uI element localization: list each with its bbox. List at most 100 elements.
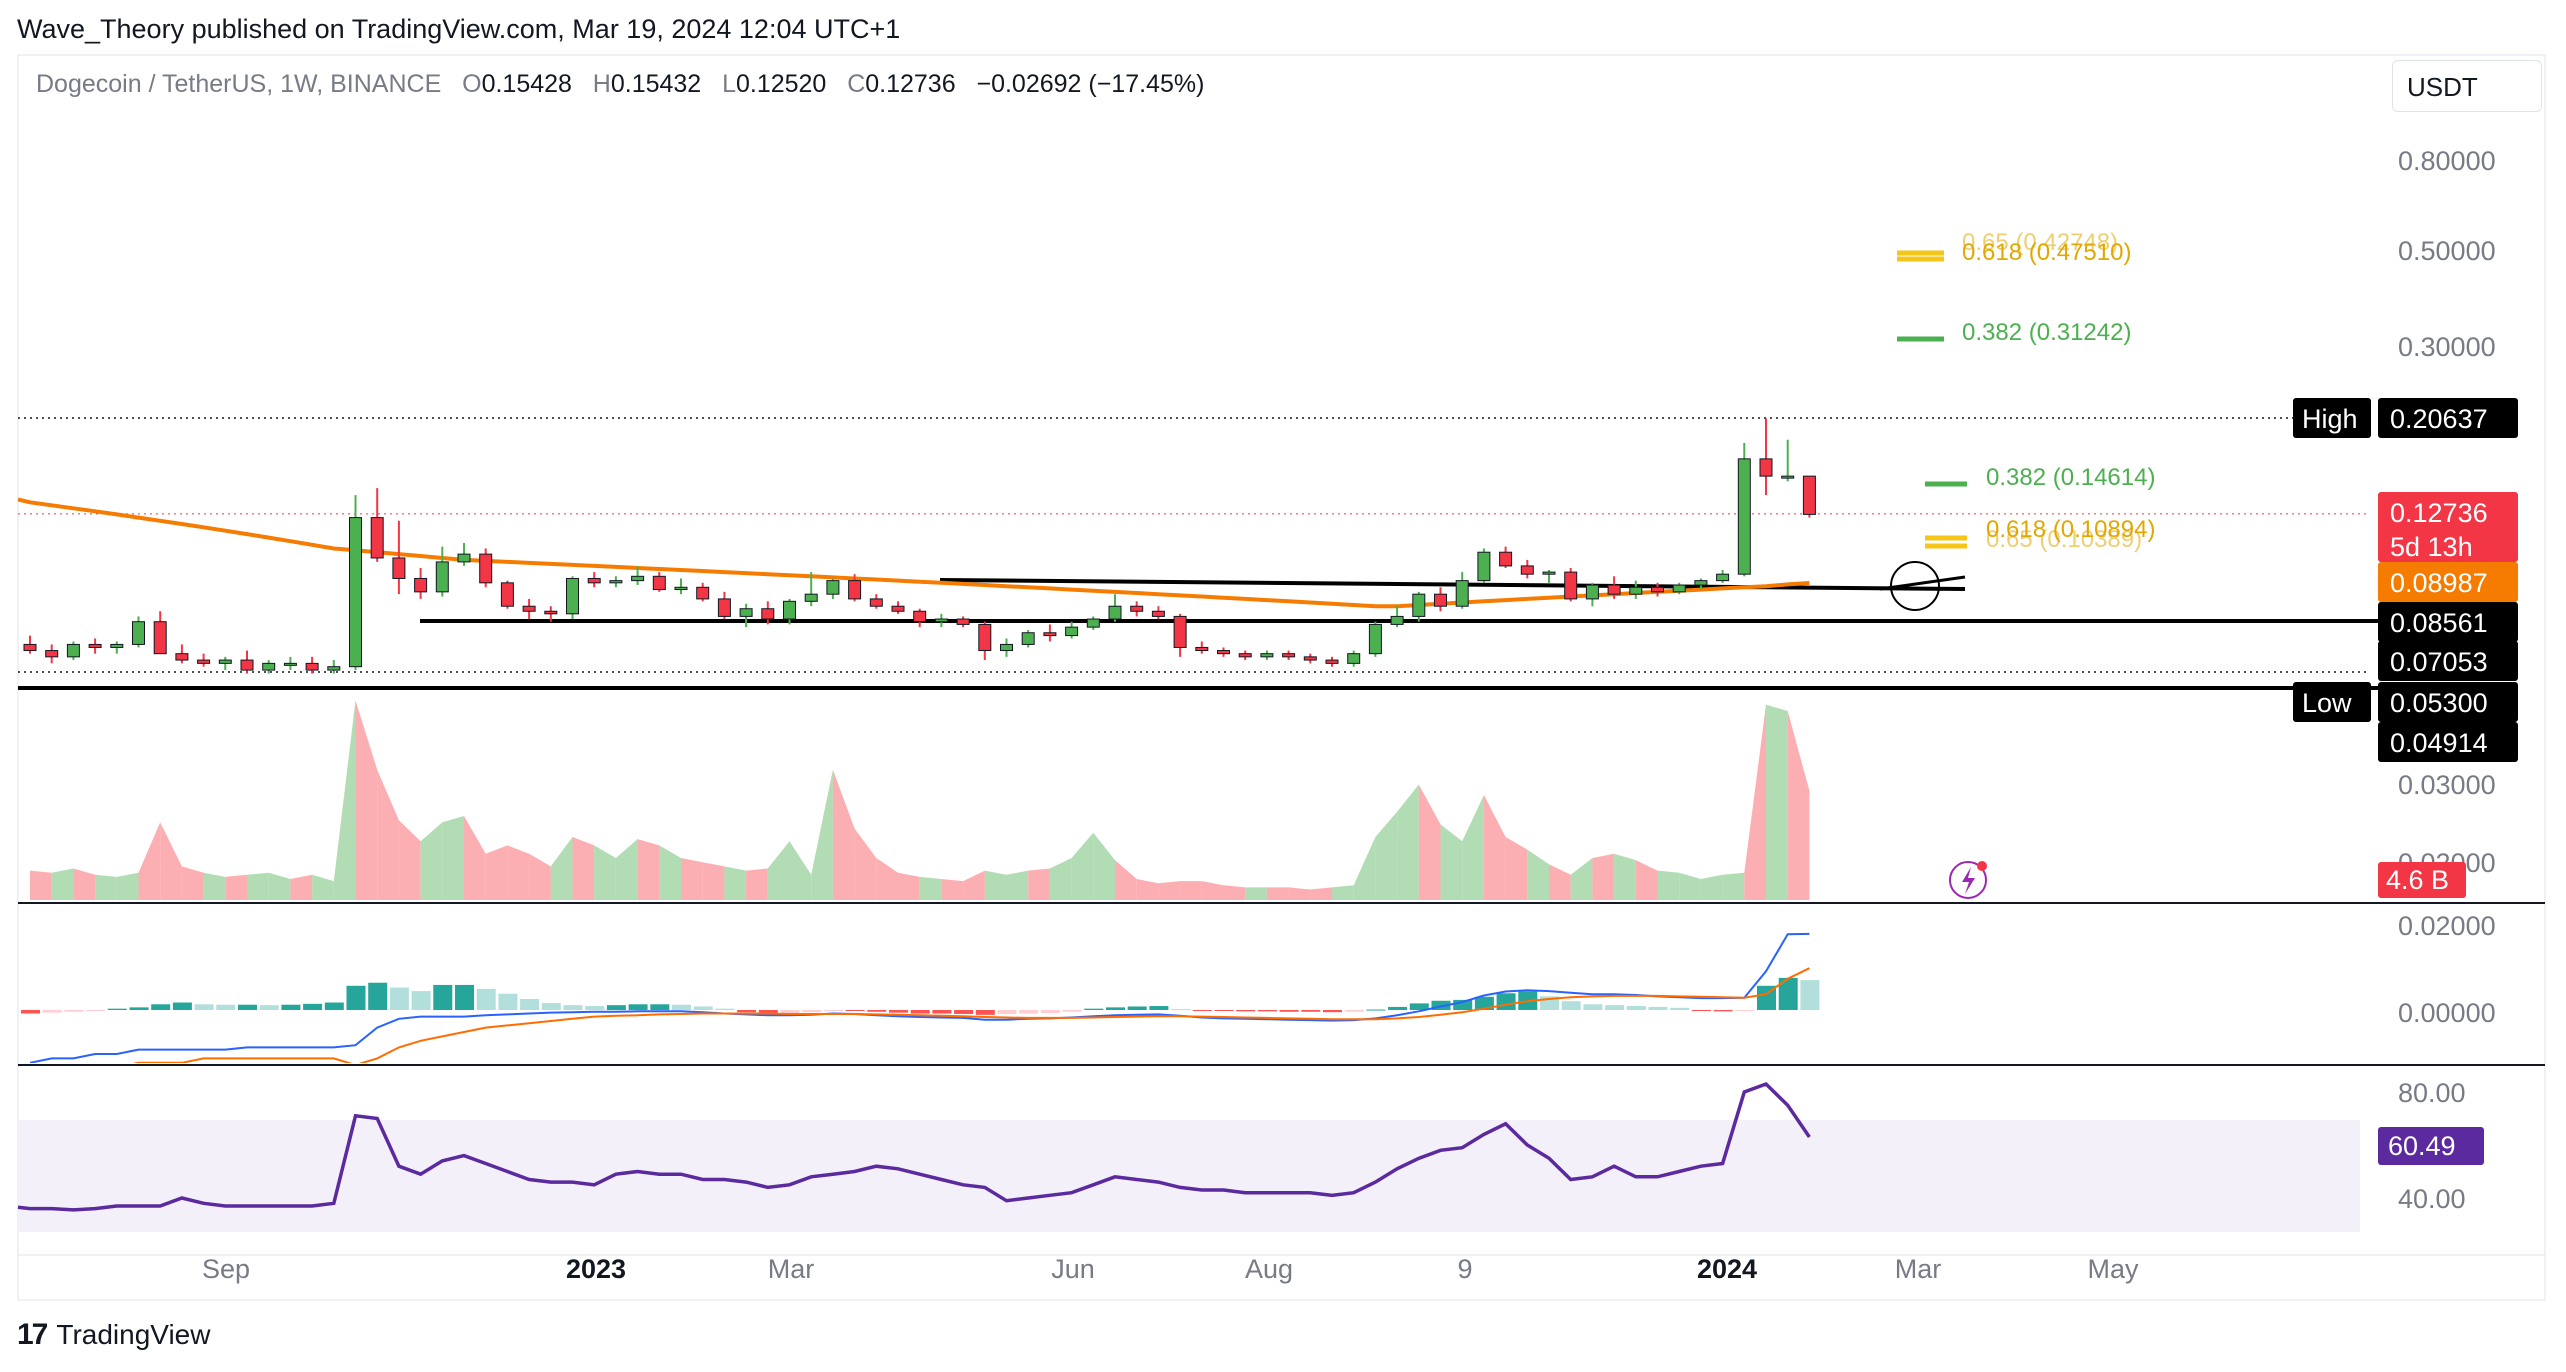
candle-77 bbox=[1694, 578, 1708, 590]
volume-segment-71 bbox=[1549, 864, 1571, 900]
candle-body-64 bbox=[1412, 593, 1426, 617]
candle-body-53 bbox=[1173, 615, 1187, 648]
candle-65 bbox=[1434, 587, 1447, 612]
price-badge-value-4: 0.07053 bbox=[2390, 647, 2488, 677]
candle-24 bbox=[544, 606, 558, 622]
rsi-band bbox=[18, 1120, 2360, 1232]
macd-bar-24 bbox=[541, 1002, 561, 1010]
candle-33 bbox=[739, 603, 753, 628]
candle-body-76 bbox=[1672, 584, 1686, 593]
volume-segment-49 bbox=[1071, 832, 1094, 900]
volume-segment-7 bbox=[160, 822, 182, 900]
volume-segment-18 bbox=[398, 820, 421, 900]
volume-segment-37 bbox=[811, 769, 833, 900]
volume-segment-40 bbox=[876, 858, 898, 900]
macd-bar-78 bbox=[1713, 1010, 1733, 1012]
macd-bar-3 bbox=[86, 1010, 106, 1011]
candle-body-79 bbox=[1737, 458, 1751, 575]
candle-body-56 bbox=[1238, 653, 1252, 658]
macd-bar-17 bbox=[389, 987, 409, 1010]
ema-line bbox=[17, 497, 1810, 609]
price-badge-value-3: 0.08561 bbox=[2390, 608, 2488, 638]
candle-body-1 bbox=[45, 650, 59, 658]
candle-64 bbox=[1412, 591, 1426, 622]
candle-50 bbox=[1108, 594, 1122, 622]
candle-body-58 bbox=[1282, 653, 1296, 658]
volume-segment-9 bbox=[203, 872, 226, 900]
volume-segment-31 bbox=[681, 858, 703, 900]
macd-bar-63 bbox=[1388, 1006, 1408, 1010]
volume-segment-20 bbox=[442, 816, 464, 900]
candle-58 bbox=[1282, 650, 1296, 661]
price-badge-value-0: 0.20637 bbox=[2390, 404, 2488, 434]
candle-body-67 bbox=[1477, 551, 1491, 582]
volume-badge-bg bbox=[2378, 862, 2466, 898]
candle-54 bbox=[1195, 641, 1209, 654]
volume-segment-42 bbox=[919, 876, 942, 900]
volume-segment-23 bbox=[507, 845, 530, 900]
volume-segment-8 bbox=[181, 866, 204, 900]
volume-segment-28 bbox=[615, 839, 638, 900]
symbol-title[interactable]: Dogecoin / TetherUS, 1W, BINANCE bbox=[36, 70, 442, 98]
candle-79 bbox=[1737, 442, 1751, 577]
price-tick-2: 0.30000 bbox=[2398, 332, 2496, 362]
macd-bar-52 bbox=[1149, 1006, 1169, 1010]
volume-segment-15 bbox=[333, 700, 356, 900]
volume-segment-82 bbox=[1787, 711, 1810, 900]
volume-segment-11 bbox=[247, 872, 269, 900]
volume-segment-56 bbox=[1223, 885, 1246, 900]
volume-segment-27 bbox=[594, 845, 616, 900]
volume-segment-50 bbox=[1093, 832, 1115, 900]
macd-bar-44 bbox=[975, 1010, 995, 1015]
macd-bar-11 bbox=[259, 1005, 279, 1010]
candle-8 bbox=[197, 653, 211, 667]
macd-bar-29 bbox=[650, 1004, 670, 1010]
candle-47 bbox=[1043, 624, 1057, 642]
volume-segment-30 bbox=[659, 845, 681, 900]
candle-38 bbox=[848, 574, 862, 602]
candle-14 bbox=[327, 660, 341, 674]
candle-53 bbox=[1173, 613, 1187, 657]
candle-body-62 bbox=[1368, 623, 1382, 655]
price-badge-1 bbox=[2378, 492, 2518, 562]
fib-label-5: 0.65 (0.10389) bbox=[1986, 526, 2142, 553]
price-badge-value-5: 0.05300 bbox=[2390, 688, 2488, 718]
candle-72 bbox=[1585, 582, 1599, 607]
candle-2 bbox=[66, 641, 80, 661]
currency-button[interactable]: USDT bbox=[2392, 60, 2542, 112]
price-badge-4 bbox=[2378, 641, 2518, 681]
candle-48 bbox=[1065, 621, 1079, 639]
low-label: L bbox=[722, 70, 736, 98]
price-badge-tag-5 bbox=[2293, 682, 2371, 722]
macd-bar-26 bbox=[585, 1006, 605, 1010]
volume-segment-29 bbox=[637, 839, 660, 900]
volume-segment-21 bbox=[464, 816, 486, 900]
time-label-2: Mar bbox=[768, 1254, 815, 1284]
candle-body-13 bbox=[305, 662, 319, 671]
candle-13 bbox=[305, 656, 319, 674]
macd-bar-6 bbox=[151, 1004, 171, 1010]
macd-bar-12 bbox=[281, 1004, 301, 1010]
volume-segment-14 bbox=[312, 874, 334, 900]
breakout-circle bbox=[1890, 561, 1940, 611]
candle-21 bbox=[479, 548, 493, 588]
candle-body-50 bbox=[1108, 605, 1122, 620]
price-badge-label-0: High bbox=[2302, 404, 2358, 434]
macd-bar-22 bbox=[498, 993, 518, 1010]
macd-bar-82 bbox=[1800, 980, 1820, 1010]
macd-bar-7 bbox=[172, 1002, 192, 1010]
price-badge-value-2: 0.08987 bbox=[2390, 568, 2488, 598]
candle-body-54 bbox=[1195, 646, 1209, 652]
candle-body-65 bbox=[1434, 593, 1447, 607]
volume-segment-70 bbox=[1527, 849, 1549, 900]
macd-bar-31 bbox=[693, 1006, 713, 1010]
candle-0 bbox=[23, 635, 37, 654]
time-label-3: Jun bbox=[1051, 1254, 1095, 1284]
footer-branding[interactable]: 17 TradingView bbox=[17, 1318, 210, 1352]
price-badge-2 bbox=[2378, 562, 2518, 602]
candle-body-44 bbox=[978, 623, 992, 652]
candle-69 bbox=[1520, 559, 1534, 579]
close-label: C bbox=[847, 70, 866, 98]
time-label-6: 2024 bbox=[1697, 1254, 1757, 1284]
